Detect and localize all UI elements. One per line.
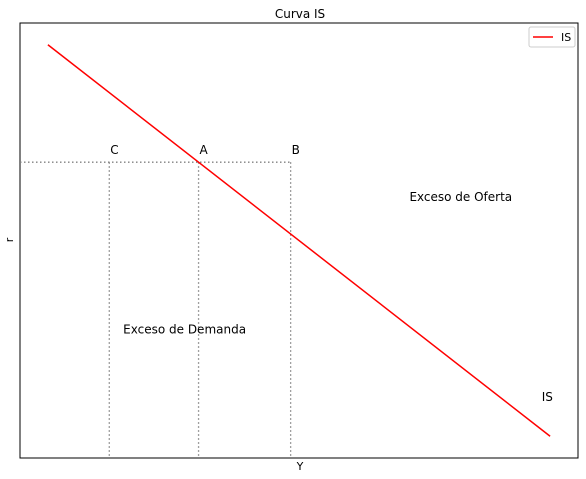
series-line-is [47, 44, 551, 437]
point-label-b: B [292, 143, 300, 157]
reference-lines [20, 161, 292, 458]
annotation-2: IS [542, 390, 553, 404]
legend-label-is: IS [561, 31, 571, 44]
legend: IS [528, 26, 576, 48]
chart-title: Curva IS [275, 7, 325, 21]
x-axis-label: Y [296, 460, 304, 473]
point-label-a: A [200, 143, 209, 157]
annotations: Exceso de Oferta Exceso de Demanda IS [123, 190, 553, 404]
series-layer [47, 44, 551, 437]
y-axis-label: r [3, 237, 16, 242]
annotation-0: Exceso de Oferta [409, 190, 512, 204]
annotation-1: Exceso de Demanda [123, 323, 246, 337]
point-label-c: C [110, 143, 118, 157]
